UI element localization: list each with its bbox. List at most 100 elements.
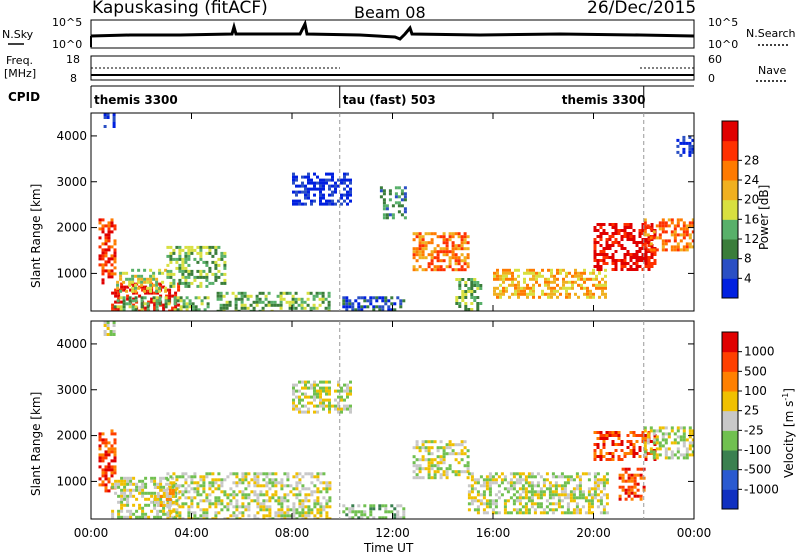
power-cell	[682, 147, 686, 151]
velocity-cell	[166, 514, 170, 518]
power-cell	[611, 262, 615, 265]
velocity-cell	[593, 458, 597, 461]
velocity-cell	[503, 487, 507, 491]
power-cell	[149, 274, 153, 278]
power-cell	[328, 193, 331, 197]
velocity-cell	[229, 487, 233, 491]
frequency-panel: Freq. [MHz] Nave 18 8 60 0	[4, 53, 786, 85]
velocity-cell	[427, 458, 431, 462]
velocity-cell	[346, 407, 349, 411]
power-cell	[381, 299, 385, 303]
velocity-cell	[153, 503, 157, 507]
power-cell	[113, 242, 117, 246]
power-cell	[538, 283, 541, 287]
power-cell	[190, 272, 194, 276]
power-cell	[143, 268, 147, 272]
power-cell	[292, 202, 295, 206]
power-cell	[346, 172, 349, 176]
power-cell	[653, 253, 657, 256]
power-cell	[464, 308, 468, 311]
velocity-cell	[433, 440, 437, 444]
velocity-cell	[530, 484, 534, 488]
velocity-cell	[572, 487, 576, 491]
power-cell	[436, 235, 440, 239]
velocity-cell	[178, 517, 182, 519]
velocity-cell	[301, 502, 305, 506]
power-cell	[617, 229, 621, 232]
velocity-cell	[627, 467, 631, 471]
power-cell	[222, 303, 226, 307]
power-cell	[179, 305, 183, 309]
power-cell	[499, 283, 502, 287]
power-cell	[641, 268, 645, 271]
velocity-cell	[193, 517, 197, 519]
velocity-cell	[351, 510, 355, 514]
power-cell	[307, 175, 310, 179]
velocity-cell	[298, 499, 302, 503]
power-cell	[451, 253, 455, 257]
power-cell	[667, 218, 671, 222]
power-cell	[415, 259, 419, 263]
power-cell	[292, 181, 295, 185]
velocity-cell	[590, 496, 594, 500]
power-cell	[113, 266, 117, 270]
power-cell	[649, 227, 653, 231]
velocity-cell	[256, 481, 260, 485]
colorbar-tick-label: -500	[744, 463, 771, 477]
power-cell	[304, 196, 307, 200]
power-cell	[647, 235, 651, 238]
power-cell	[418, 253, 422, 257]
velocity-cell	[611, 434, 615, 437]
power-cell	[562, 268, 565, 272]
power-cell	[638, 229, 642, 232]
power-cell	[647, 259, 651, 262]
velocity-cell	[310, 508, 314, 512]
velocity-cell	[527, 496, 531, 500]
velocity-cell	[129, 488, 133, 492]
velocity-cell	[494, 481, 498, 485]
velocity-cell	[563, 481, 567, 485]
velocity-cell	[193, 514, 197, 518]
velocity-cell	[301, 505, 305, 509]
power-cell	[499, 295, 502, 299]
power-cell	[270, 300, 274, 304]
velocity-cell	[322, 508, 326, 512]
velocity-cell	[132, 494, 136, 498]
power-cell	[309, 309, 313, 311]
power-cell	[202, 260, 206, 264]
power-cell	[240, 300, 244, 304]
power-cell	[647, 241, 651, 244]
power-cell	[644, 262, 648, 265]
power-cell	[589, 295, 592, 299]
power-cell	[556, 283, 559, 287]
power-cell	[430, 256, 434, 260]
power-cell	[205, 272, 209, 276]
velocity-cell	[442, 461, 446, 465]
power-cell	[593, 253, 597, 256]
power-cell	[313, 199, 316, 203]
velocity-cell	[491, 502, 495, 506]
velocity-cell	[593, 481, 597, 485]
velocity-cell	[337, 407, 340, 411]
velocity-cell	[618, 494, 622, 498]
power-cell	[110, 221, 114, 225]
power-cell	[565, 274, 568, 278]
power-cell	[197, 308, 201, 311]
power-cell	[237, 309, 241, 311]
velocity-cell	[587, 511, 591, 515]
power-cell	[181, 269, 185, 273]
power-cell	[143, 280, 147, 284]
velocity-cell	[518, 493, 522, 497]
velocity-cell	[274, 481, 278, 485]
power-cell	[670, 245, 674, 249]
power-cell	[310, 178, 313, 182]
velocity-cell	[271, 478, 275, 482]
power-cell	[523, 289, 526, 293]
velocity-cell	[636, 467, 640, 471]
power-cell	[178, 254, 182, 258]
velocity-cell	[354, 510, 358, 514]
velocity-cell	[253, 484, 257, 488]
power-cell	[608, 247, 612, 250]
power-cell	[470, 293, 474, 296]
power-cell	[216, 291, 220, 295]
